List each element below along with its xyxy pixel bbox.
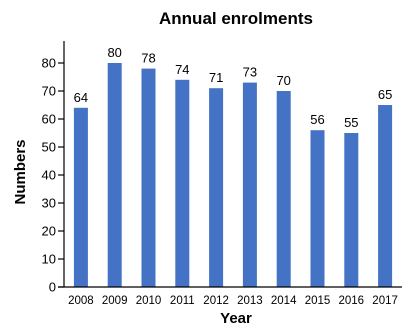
y-tick-label: 30	[42, 196, 56, 211]
bar	[141, 68, 156, 287]
x-axis-title: Year	[220, 310, 252, 327]
y-tick-label: 60	[42, 112, 56, 127]
x-tick-label: 2010	[136, 295, 162, 307]
bar	[378, 105, 393, 287]
data-label: 78	[141, 51, 155, 66]
y-axis-title: Numbers	[12, 139, 29, 204]
x-tick-label: 2017	[372, 295, 398, 307]
x-tick-label: 2009	[102, 295, 128, 307]
data-label: 70	[276, 73, 290, 88]
bar	[310, 130, 325, 287]
bar	[344, 133, 359, 287]
x-tick-label: 2014	[271, 295, 297, 307]
data-label: 56	[310, 112, 324, 127]
y-tick-label: 80	[42, 56, 56, 71]
bar	[242, 82, 257, 287]
y-tick-label: 10	[42, 252, 56, 267]
bar	[276, 91, 291, 287]
x-tick-label: 2016	[339, 295, 365, 307]
chart-title: Annual enrolments	[159, 9, 313, 28]
x-tick-label: 2008	[68, 295, 94, 307]
bar	[73, 107, 88, 287]
y-tick-label: 70	[42, 84, 56, 99]
data-label: 55	[344, 115, 358, 130]
bar	[107, 63, 122, 287]
y-axis-ticks: 0 10 20 30 40 50 60 70 80	[42, 56, 64, 295]
data-label: 80	[107, 45, 121, 60]
data-label: 64	[74, 90, 88, 105]
bars-group: 64 80 78 74 71 73 70 56 55 65	[73, 45, 393, 287]
data-label: 65	[378, 87, 392, 102]
data-label: 74	[175, 62, 189, 77]
y-tick-label: 0	[49, 280, 56, 295]
y-tick-label: 50	[42, 140, 56, 155]
y-tick-label: 20	[42, 224, 56, 239]
y-tick-label: 40	[42, 168, 56, 183]
x-tick-label: 2011	[170, 295, 195, 307]
x-tick-label: 2013	[237, 295, 263, 307]
bar	[175, 79, 190, 287]
x-tick-label: 2012	[203, 295, 229, 307]
data-label: 71	[209, 70, 223, 85]
x-tick-label: 2015	[305, 295, 331, 307]
data-label: 73	[243, 65, 257, 80]
x-axis-ticks: 2008 2009 2010 2011 2012 2013 2014 2015 2016 2017	[68, 295, 398, 307]
bar	[209, 88, 224, 287]
